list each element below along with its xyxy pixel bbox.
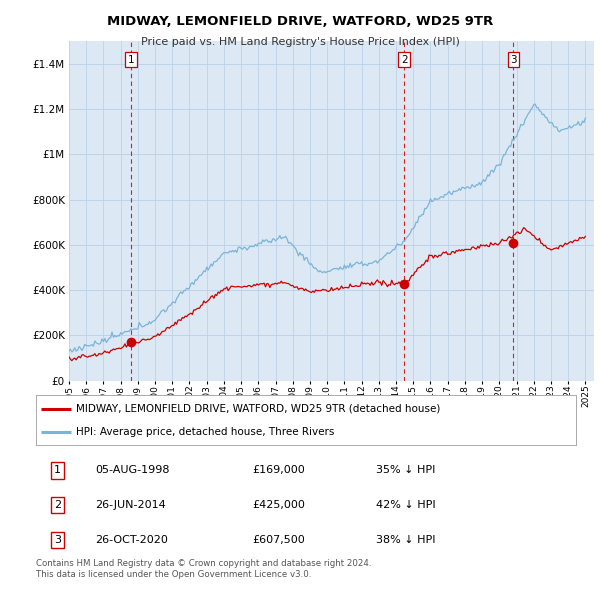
Text: 26-OCT-2020: 26-OCT-2020 <box>95 535 168 545</box>
Text: This data is licensed under the Open Government Licence v3.0.: This data is licensed under the Open Gov… <box>36 571 311 579</box>
Text: Contains HM Land Registry data © Crown copyright and database right 2024.: Contains HM Land Registry data © Crown c… <box>36 559 371 568</box>
Text: Price paid vs. HM Land Registry's House Price Index (HPI): Price paid vs. HM Land Registry's House … <box>140 37 460 47</box>
Text: 1: 1 <box>128 55 134 65</box>
Text: 2: 2 <box>401 55 407 65</box>
Text: £607,500: £607,500 <box>252 535 305 545</box>
Text: 35% ↓ HPI: 35% ↓ HPI <box>376 466 436 475</box>
Text: £425,000: £425,000 <box>252 500 305 510</box>
Text: 2: 2 <box>54 500 61 510</box>
Text: MIDWAY, LEMONFIELD DRIVE, WATFORD, WD25 9TR (detached house): MIDWAY, LEMONFIELD DRIVE, WATFORD, WD25 … <box>77 404 441 414</box>
Text: 42% ↓ HPI: 42% ↓ HPI <box>376 500 436 510</box>
Text: MIDWAY, LEMONFIELD DRIVE, WATFORD, WD25 9TR: MIDWAY, LEMONFIELD DRIVE, WATFORD, WD25 … <box>107 15 493 28</box>
Text: 26-JUN-2014: 26-JUN-2014 <box>95 500 166 510</box>
Text: 38% ↓ HPI: 38% ↓ HPI <box>376 535 436 545</box>
Text: £169,000: £169,000 <box>252 466 305 475</box>
Text: 3: 3 <box>510 55 517 65</box>
Text: HPI: Average price, detached house, Three Rivers: HPI: Average price, detached house, Thre… <box>77 427 335 437</box>
Text: 3: 3 <box>54 535 61 545</box>
Text: 1: 1 <box>54 466 61 475</box>
Text: 05-AUG-1998: 05-AUG-1998 <box>95 466 170 475</box>
